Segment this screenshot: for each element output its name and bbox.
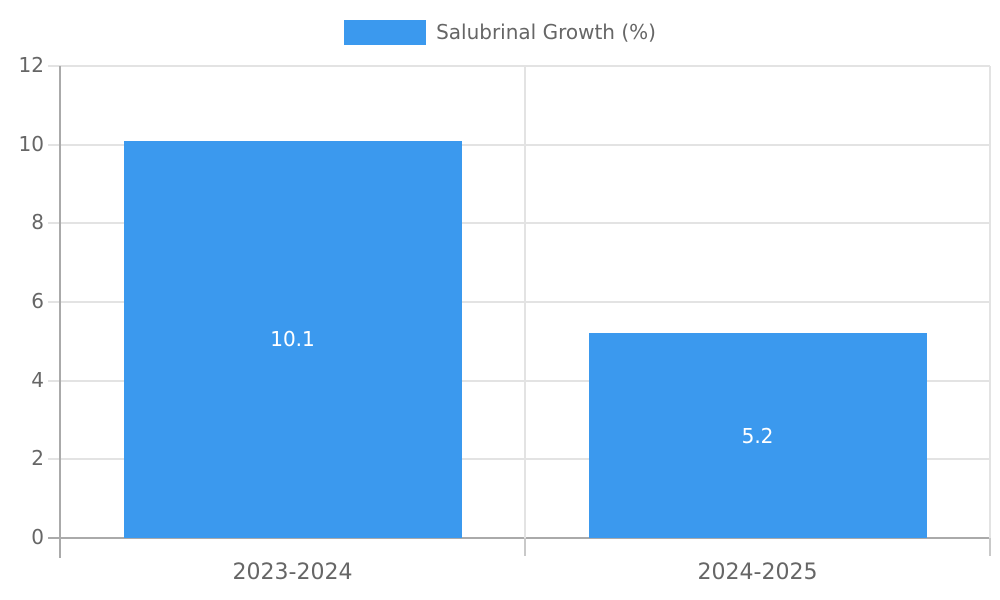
y-axis-line [59, 66, 61, 558]
x-tick-label: 2023-2024 [232, 560, 353, 585]
legend-label: Salubrinal Growth (%) [436, 19, 656, 44]
y-tick-label: 4 [31, 367, 44, 392]
y-tick-label: 10 [18, 131, 44, 156]
y-tick-label: 2 [31, 446, 44, 471]
x-tick-mark [524, 538, 526, 556]
v-gridline [989, 66, 991, 538]
x-tick-mark [59, 538, 61, 556]
bar-value-label: 5.2 [741, 423, 774, 448]
bar: 5.2 [588, 333, 927, 538]
x-tick-mark [989, 538, 991, 556]
y-tick-label: 12 [18, 53, 44, 77]
bar: 10.1 [123, 140, 462, 538]
x-tick-label: 2024-2025 [697, 560, 818, 585]
chart-legend[interactable]: Salubrinal Growth (%) [0, 19, 1000, 45]
legend-swatch [344, 19, 427, 45]
bar-value-label: 10.1 [270, 327, 315, 352]
y-tick-label: 8 [31, 210, 44, 235]
y-tick-label: 0 [31, 525, 44, 549]
v-gridline [524, 66, 526, 538]
y-tick-label: 6 [31, 289, 44, 313]
h-gridline [48, 65, 990, 67]
